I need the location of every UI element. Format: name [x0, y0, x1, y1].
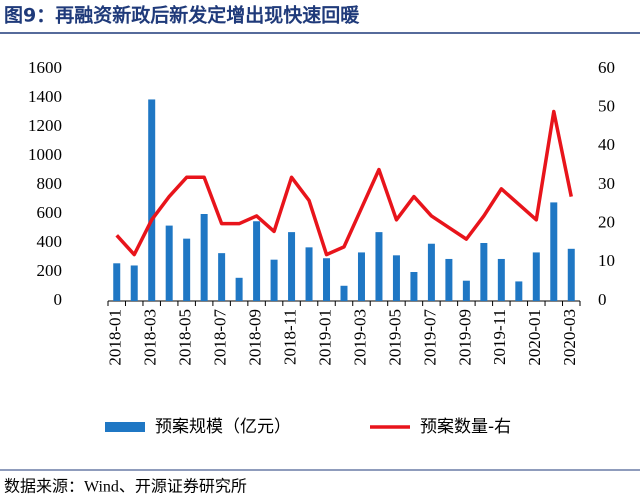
chart-title: 图9：再融资新政后新发定增出现快速回暖: [4, 4, 360, 27]
bar: [340, 285, 348, 301]
x-tick-label: 2019-03: [350, 309, 369, 366]
bar: [532, 252, 540, 301]
y-tick-label: 1600: [28, 58, 62, 77]
x-tick-label: 2018-11: [280, 309, 299, 365]
x-tick-label: 2018-05: [176, 309, 195, 366]
y-tick-label: 600: [37, 203, 63, 222]
bar: [515, 281, 523, 301]
y-tick-label: 0: [54, 290, 63, 309]
y2-tick-label: 20: [598, 213, 615, 232]
bar: [305, 247, 313, 301]
bar: [148, 99, 156, 301]
legend-label: 预案数量-右: [420, 417, 511, 437]
y-tick-label: 1200: [28, 116, 62, 135]
bar: [497, 258, 505, 301]
y2-tick-label: 0: [598, 290, 607, 309]
bar: [253, 221, 261, 301]
bar: [270, 259, 278, 301]
y-tick-label: 1000: [28, 145, 62, 164]
x-tick-label: 2020-03: [560, 309, 579, 366]
x-tick-label: 2019-07: [420, 309, 439, 366]
y-tick-label: 1400: [28, 87, 62, 106]
x-tick-label: 2018-09: [245, 309, 264, 366]
bar: [445, 258, 453, 301]
bar: [323, 258, 331, 301]
bar: [235, 277, 243, 301]
y2-tick-label: 50: [598, 97, 615, 116]
bar: [288, 232, 296, 301]
bar: [357, 252, 365, 301]
y-tick-label: 800: [37, 174, 63, 193]
source: 数据来源：Wind、开源证券研究所: [4, 478, 247, 496]
y2-tick-label: 60: [598, 58, 615, 77]
bar: [410, 272, 418, 301]
bar: [218, 253, 226, 301]
bar: [480, 243, 488, 301]
bar: [567, 248, 575, 301]
bar: [462, 280, 470, 301]
x-tick-label: 2018-03: [141, 309, 160, 366]
x-tick-label: 2018-01: [106, 309, 125, 366]
y2-tick-label: 30: [598, 174, 615, 193]
bar: [200, 214, 208, 301]
bar: [113, 263, 121, 301]
bar: [130, 265, 138, 301]
bar: [183, 238, 191, 301]
line: [115, 109, 573, 257]
bar: [427, 243, 435, 301]
x-tick-label: 2018-07: [211, 309, 230, 366]
x-tick-label: 2019-11: [490, 309, 509, 365]
bar: [165, 225, 173, 301]
bar: [375, 232, 383, 301]
x-tick-label: 2019-09: [455, 309, 474, 366]
x-tick-label: 2019-01: [315, 309, 334, 366]
x-tick-label: 2020-01: [525, 309, 544, 366]
y2-tick-label: 40: [598, 135, 615, 154]
y-tick-label: 200: [37, 261, 63, 280]
legend-label: 预案规模（亿元）: [155, 417, 291, 437]
y2-tick-label: 10: [598, 251, 615, 270]
y-tick-label: 400: [37, 232, 63, 251]
legend-swatch: [105, 422, 145, 432]
bar: [550, 202, 558, 301]
x-tick-label: 2019-05: [385, 309, 404, 366]
bar: [392, 255, 400, 301]
